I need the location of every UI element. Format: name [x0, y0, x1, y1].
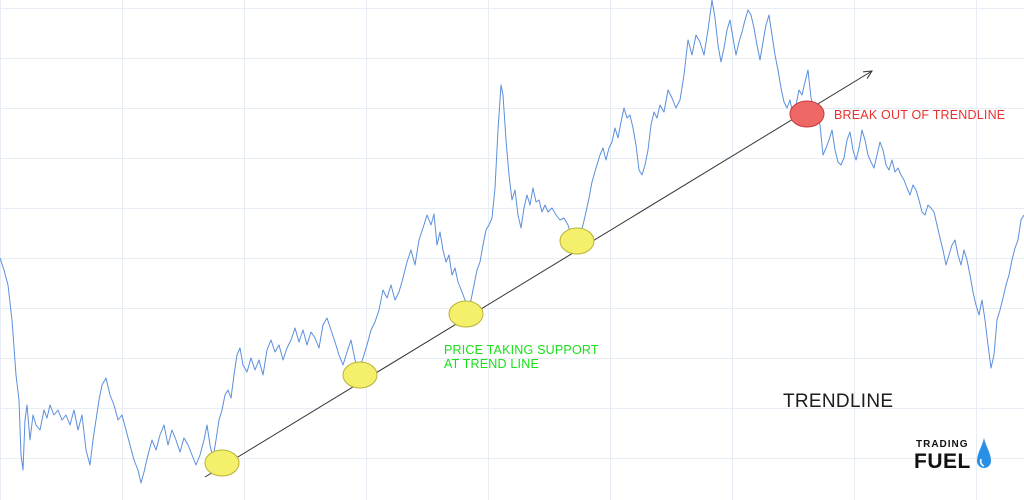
trendline	[204, 70, 873, 478]
support-marker-3	[559, 227, 595, 255]
breakout-annotation: BREAK OUT OF TRENDLINE	[834, 108, 1006, 122]
logo-line-2: FUEL	[914, 450, 971, 473]
trendline-arrowhead	[862, 70, 873, 79]
support-marker-1	[342, 361, 378, 389]
trendline-group	[204, 70, 873, 478]
logo-line-1: TRADING	[916, 439, 969, 450]
touch-point-markers	[204, 100, 825, 477]
price-series	[0, 0, 1024, 484]
support-marker-2	[448, 300, 484, 328]
support-annotation-line-1: PRICE TAKING SUPPORT	[444, 343, 599, 357]
breakout-marker-4	[789, 100, 825, 128]
drop-icon	[977, 438, 991, 468]
support-marker-0	[204, 449, 240, 477]
price-line-0	[0, 0, 1024, 484]
support-annotation-line-2: AT TREND LINE	[444, 357, 539, 371]
trading-fuel-logo: TRADING FUEL	[910, 437, 994, 475]
support-annotation: PRICE TAKING SUPPORT AT TREND LINE	[444, 343, 599, 371]
chart-title: TRENDLINE	[783, 391, 894, 412]
